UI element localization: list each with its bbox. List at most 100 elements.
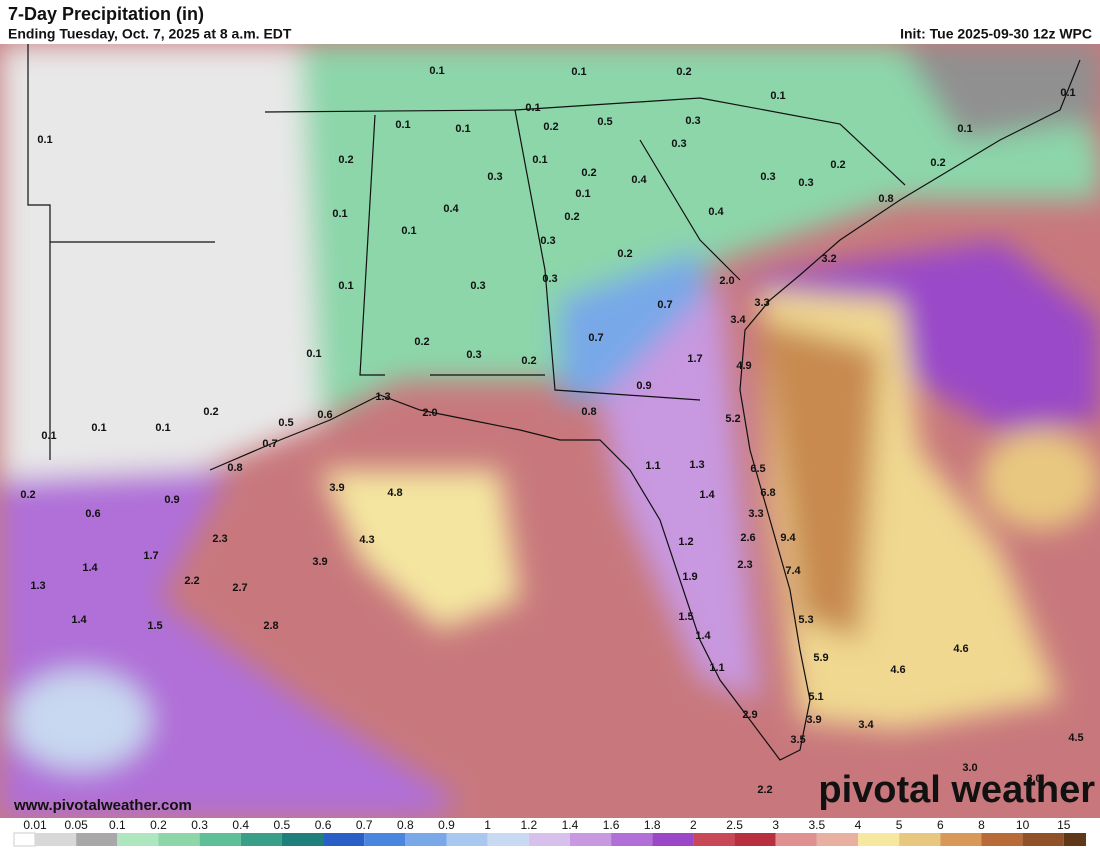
precip-label: 2.0 (422, 407, 437, 419)
precip-label: 0.7 (588, 332, 603, 344)
precip-label: 0.3 (470, 280, 485, 292)
legend-swatch (158, 833, 200, 846)
precip-label: 3.5 (790, 734, 805, 746)
precip-label: 0.2 (543, 121, 558, 133)
precip-label: 0.1 (338, 280, 353, 292)
precip-label: 0.1 (571, 66, 586, 78)
legend-label: 1.6 (603, 818, 620, 832)
precip-label: 0.3 (671, 138, 686, 150)
precip-label: 0.4 (631, 174, 647, 186)
precip-label: 0.1 (957, 123, 972, 135)
precip-label: 0.2 (203, 406, 218, 418)
legend-label: 1 (484, 818, 491, 832)
precip-label: 1.3 (689, 459, 704, 471)
legend-label: 0.7 (356, 818, 373, 832)
precip-label: 0.2 (338, 154, 353, 166)
boundaries (27, 44, 1081, 761)
legend-swatch (13, 832, 36, 847)
legend-label: 15 (1057, 818, 1071, 832)
legend-label: 2.5 (726, 818, 743, 832)
precip-label: 0.1 (770, 90, 785, 102)
precip-label: 5.1 (808, 691, 823, 703)
precip-label: 0.1 (37, 134, 52, 146)
legend-swatch (35, 833, 77, 846)
legend-label: 8 (978, 818, 985, 832)
yellow-east (980, 430, 1100, 530)
legend-swatch (117, 833, 159, 846)
legend-label: 2 (690, 818, 697, 832)
precip-label: 0.2 (617, 248, 632, 260)
precip-label: 0.2 (581, 167, 596, 179)
precip-label: 0.1 (395, 119, 410, 131)
legend-label: 0.01 (23, 818, 47, 832)
legend-label: 0.8 (397, 818, 414, 832)
legend-swatch (899, 833, 941, 846)
precip-label: 0.8 (581, 406, 596, 418)
legend-swatch (611, 833, 653, 846)
legend-swatch (405, 833, 447, 846)
precip-label: 0.1 (429, 65, 444, 77)
legend-swatch (446, 833, 488, 846)
precip-label: 0.1 (41, 430, 56, 442)
precip-label: 4.5 (1068, 732, 1083, 744)
precip-label: 4.6 (890, 664, 905, 676)
precip-label: 1.9 (682, 571, 697, 583)
legend-swatch (240, 833, 282, 846)
precip-label: 9.4 (780, 532, 796, 544)
precip-label: 2.3 (212, 533, 227, 545)
precip-label: 1.3 (375, 391, 390, 403)
precip-label: 0.1 (306, 348, 321, 360)
precip-label: 1.7 (687, 353, 702, 365)
precip-label: 0.2 (676, 66, 691, 78)
precip-label: 3.9 (312, 556, 327, 568)
blue-patch (10, 670, 150, 770)
precip-label: 3.3 (754, 297, 769, 309)
precip-label: 1.4 (695, 630, 711, 642)
precip-label: 0.2 (414, 336, 429, 348)
legend-label: 0.4 (232, 818, 249, 832)
yellow-gulf (320, 470, 520, 630)
precip-label: 4.9 (736, 360, 751, 372)
legend-label: 10 (1016, 818, 1030, 832)
precip-label: 0.2 (830, 159, 845, 171)
precip-label: 0.1 (575, 188, 590, 200)
legend-swatch (981, 833, 1023, 846)
legend-label: 0.5 (274, 818, 291, 832)
precip-label: 1.2 (678, 536, 693, 548)
precip-label: 2.2 (757, 784, 772, 796)
precip-label: 2.6 (740, 532, 755, 544)
precip-label: 0.2 (930, 157, 945, 169)
brown-core (760, 320, 880, 640)
legend-swatch (323, 833, 365, 846)
legend-swatch (652, 833, 694, 846)
precip-label: 1.4 (71, 614, 87, 626)
precip-label: 1.5 (678, 611, 693, 623)
precip-label: 3.9 (329, 482, 344, 494)
precip-label: 0.1 (455, 123, 470, 135)
precip-label: 2.8 (263, 620, 278, 632)
subtitle: Ending Tuesday, Oct. 7, 2025 at 8 a.m. E… (8, 26, 292, 42)
precip-blobs (0, 44, 1100, 818)
gray-nw (0, 44, 330, 480)
legend-label: 0.1 (109, 818, 126, 832)
precip-label: 0.1 (532, 154, 547, 166)
precip-label: 2.2 (184, 575, 199, 587)
legend-label: 6 (937, 818, 944, 832)
legend-label: 3.5 (809, 818, 826, 832)
precip-label: 0.5 (597, 116, 612, 128)
precip-label: 4.8 (387, 487, 402, 499)
precip-label: 5.3 (798, 614, 813, 626)
precip-label: 0.1 (332, 208, 347, 220)
precip-label: 0.3 (487, 171, 502, 183)
legend-swatch (1063, 833, 1086, 846)
precip-label: 2.9 (742, 709, 757, 721)
precip-label: 2.0 (719, 275, 734, 287)
precip-label: 2.3 (737, 559, 752, 571)
legend-label: 0.9 (438, 818, 455, 832)
precip-label: 0.3 (760, 171, 775, 183)
coastline (209, 59, 1081, 761)
legend-label: 5 (896, 818, 903, 832)
precip-label: 7.4 (785, 565, 801, 577)
map-field (0, 44, 1100, 818)
brand: pivotal weather (818, 769, 1095, 811)
